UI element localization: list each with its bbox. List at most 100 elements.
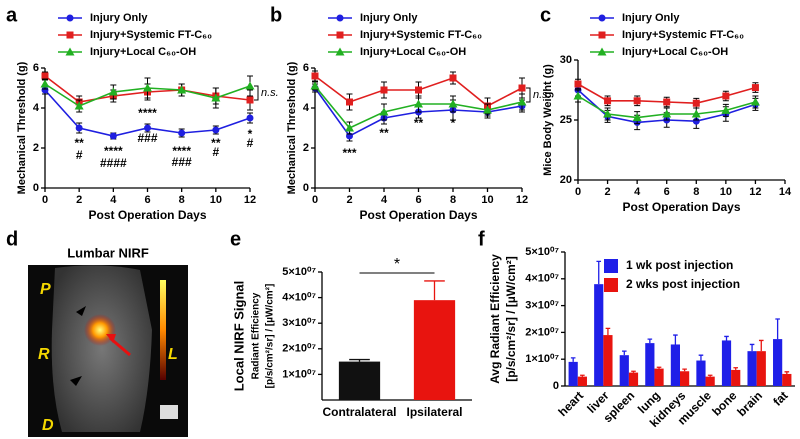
x-tick-label: bone: [709, 388, 739, 418]
marker: [518, 84, 526, 92]
orientation-label: D: [42, 417, 54, 434]
significance-label: #: [212, 145, 219, 159]
legend-label: Injury+Systemic FT-C₆₀: [360, 29, 482, 41]
bar: [577, 376, 587, 386]
marker: [40, 79, 50, 88]
marker: [212, 126, 220, 134]
significance-label: ****: [138, 106, 157, 120]
marker: [414, 99, 423, 108]
marker: [74, 101, 84, 110]
bar: [705, 376, 715, 386]
legend-label: Injury+Local C₆₀-OH: [90, 46, 196, 58]
y-axis-sublabel: Radiant Efficiency: [251, 292, 262, 379]
marker: [662, 109, 672, 118]
x-tick-label: 6: [415, 194, 421, 206]
x-tick-label: 12: [244, 194, 256, 206]
y-tick-label: 1×10⁰⁷: [282, 368, 316, 380]
legend-marker: [598, 14, 606, 22]
orientation-label: R: [38, 346, 50, 363]
y-tick-label: 0: [33, 182, 39, 194]
y-tick-label: 4: [33, 102, 40, 114]
y-axis-sublabel: [p/s/cm²/sr] / [µW/cm²]: [504, 256, 518, 382]
bar: [594, 284, 604, 386]
x-tick-label: 4: [634, 186, 641, 198]
significance-label: ###: [172, 155, 192, 169]
marker: [143, 83, 152, 92]
marker: [144, 124, 151, 132]
error-bar: [349, 358, 370, 362]
significance-label: ###: [137, 131, 157, 145]
legend-label: Injury+Local C₆₀-OH: [360, 46, 466, 58]
marker: [108, 87, 118, 96]
marker: [448, 99, 458, 108]
y-axis-label: Mechanical Threshold (g): [286, 61, 298, 194]
significance-label: **: [211, 136, 221, 150]
marker: [178, 129, 186, 137]
significance-label: *: [248, 127, 253, 141]
marker: [246, 114, 254, 122]
marker: [41, 86, 49, 94]
legend-swatch: [604, 259, 618, 273]
error-bar: [580, 374, 585, 377]
x-tick-label: 6: [144, 194, 150, 206]
legend-marker: [66, 14, 74, 22]
x-tick-label: 2: [76, 194, 82, 206]
y-tick-label: 6: [33, 62, 39, 74]
marker: [721, 105, 731, 114]
bar: [338, 361, 381, 400]
legend-marker: [597, 47, 607, 56]
bar: [773, 339, 783, 386]
error-bar: [424, 280, 445, 301]
legend-label: Injury+Systemic FT-C₆₀: [90, 29, 212, 41]
marker: [380, 86, 388, 94]
error-bar: [784, 371, 790, 374]
legend-label: Injury Only: [360, 12, 418, 24]
y-axis-label: Local NIRF Signal: [231, 281, 246, 392]
bar: [619, 355, 629, 386]
significance-label: ***: [342, 146, 356, 160]
marker: [663, 98, 671, 106]
error-bar: [707, 374, 713, 377]
marker: [449, 74, 457, 82]
x-tick-label: heart: [555, 388, 586, 419]
y-tick-label: 0: [553, 380, 559, 392]
bar: [680, 371, 690, 386]
significance-label: ****: [104, 144, 123, 158]
bar: [731, 369, 741, 386]
marker: [41, 72, 49, 80]
error-bar: [749, 343, 755, 352]
panel-letter: e: [230, 228, 241, 250]
marker: [345, 123, 354, 132]
error-bar: [758, 339, 764, 352]
y-tick-label: 4×10⁰⁷: [525, 273, 559, 285]
legend-marker: [66, 31, 74, 39]
error-bar: [656, 366, 662, 369]
legend-label: 2 wks post injection: [626, 277, 740, 291]
y-tick-label: 5×10⁰⁷: [525, 246, 559, 258]
y-axis-sublabel: [p/s/cm²/sr] / [µW/cm²]: [265, 284, 276, 389]
legend-label: Injury Only: [90, 12, 148, 24]
marker: [245, 81, 255, 90]
legend-label: Injury+Systemic FT-C₆₀: [622, 29, 744, 41]
error-bar: [647, 338, 653, 344]
orientation-label: P: [40, 281, 51, 298]
bar: [747, 351, 757, 386]
marker: [632, 113, 642, 122]
x-tick-label: 8: [450, 194, 456, 206]
bar: [670, 344, 680, 386]
nirf-image: [28, 265, 188, 437]
y-tick-label: 4: [303, 102, 310, 114]
bar: [645, 343, 655, 386]
x-axis-label: Post Operation Days: [359, 208, 477, 222]
marker: [75, 124, 83, 132]
significance-label: **: [379, 126, 389, 140]
x-tick-label: 8: [179, 194, 185, 206]
panel-letter: b: [270, 4, 282, 26]
bracket: [254, 85, 259, 101]
marker: [109, 132, 117, 140]
y-tick-label: 0: [303, 182, 309, 194]
marker: [415, 86, 422, 94]
legend-label: 1 wk post injection: [626, 258, 733, 272]
x-tick-label: fat: [770, 388, 790, 408]
